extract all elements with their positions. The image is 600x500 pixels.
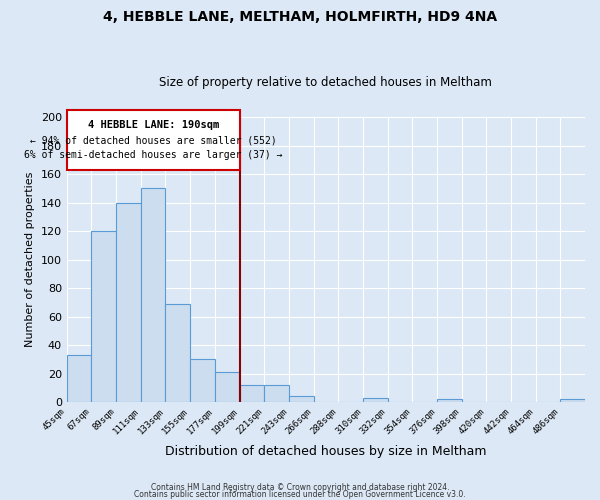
- Text: 4 HEBBLE LANE: 190sqm: 4 HEBBLE LANE: 190sqm: [88, 120, 219, 130]
- Bar: [264, 385, 289, 402]
- Bar: [141, 188, 166, 402]
- Bar: [437, 400, 461, 402]
- Bar: [67, 110, 239, 170]
- Bar: [239, 385, 264, 402]
- Bar: [215, 372, 239, 402]
- Bar: [166, 304, 190, 402]
- Text: 6% of semi-detached houses are larger (37) →: 6% of semi-detached houses are larger (3…: [24, 150, 283, 160]
- Bar: [91, 231, 116, 402]
- Bar: [116, 202, 141, 402]
- Text: 4, HEBBLE LANE, MELTHAM, HOLMFIRTH, HD9 4NA: 4, HEBBLE LANE, MELTHAM, HOLMFIRTH, HD9 …: [103, 10, 497, 24]
- Bar: [560, 400, 585, 402]
- Text: Contains public sector information licensed under the Open Government Licence v3: Contains public sector information licen…: [134, 490, 466, 499]
- Bar: [363, 398, 388, 402]
- Text: ← 94% of detached houses are smaller (552): ← 94% of detached houses are smaller (55…: [30, 136, 277, 145]
- Y-axis label: Number of detached properties: Number of detached properties: [25, 172, 35, 348]
- Title: Size of property relative to detached houses in Meltham: Size of property relative to detached ho…: [160, 76, 493, 90]
- Bar: [67, 355, 91, 402]
- Bar: [289, 396, 314, 402]
- Text: Contains HM Land Registry data © Crown copyright and database right 2024.: Contains HM Land Registry data © Crown c…: [151, 484, 449, 492]
- Bar: [190, 360, 215, 402]
- X-axis label: Distribution of detached houses by size in Meltham: Distribution of detached houses by size …: [165, 444, 487, 458]
